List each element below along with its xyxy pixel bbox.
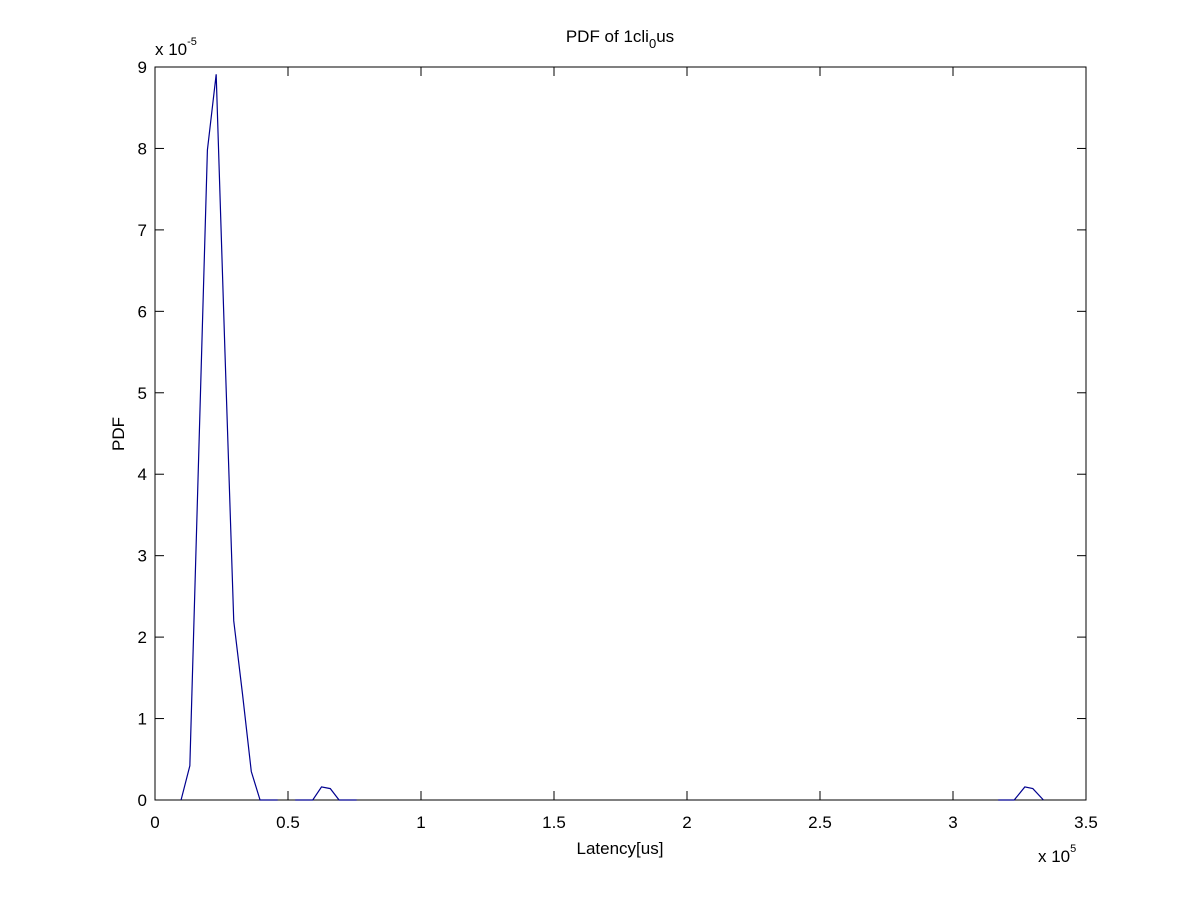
multiplier-base: x 10 (1038, 847, 1070, 866)
multiplier-exponent: 5 (1070, 843, 1076, 855)
y-tick-label: 1 (138, 710, 147, 729)
y-tick-label: 9 (138, 58, 147, 77)
title-part: us (656, 27, 674, 46)
x-axis-label: Latency[us] (577, 839, 664, 858)
y-tick-label: 7 (138, 221, 147, 240)
x-tick-label: 2 (682, 813, 691, 832)
y-axis-label: PDF (109, 417, 128, 451)
y-tick-label: 6 (138, 302, 147, 321)
chart-title: PDF of 1cli0us (566, 27, 674, 51)
y-tick-label: 2 (138, 628, 147, 647)
y-tick-label: 0 (138, 791, 147, 810)
x-tick-label: 1.5 (542, 813, 566, 832)
x-multiplier: x 105 (1038, 843, 1076, 866)
axes-box (154, 66, 1087, 801)
x-tick-label: 2.5 (808, 813, 832, 832)
x-tick-label: 3 (948, 813, 957, 832)
x-tick-label: 1 (416, 813, 425, 832)
y-tick-label: 8 (138, 139, 147, 158)
title-subscript: 0 (649, 36, 656, 51)
y-tick-label: 3 (138, 547, 147, 566)
data-line (180, 74, 1044, 801)
title-part: PDF of 1cli (566, 27, 649, 46)
x-tick-label: 3.5 (1074, 813, 1098, 832)
x-tick-label: 0.5 (276, 813, 300, 832)
y-tick-label: 4 (138, 465, 147, 484)
x-tick-label: 0 (150, 813, 159, 832)
y-multiplier: x 10-5 (155, 36, 197, 59)
multiplier-exponent: -5 (187, 36, 197, 48)
multiplier-base: x 10 (155, 40, 187, 59)
y-tick-label: 5 (138, 384, 147, 403)
